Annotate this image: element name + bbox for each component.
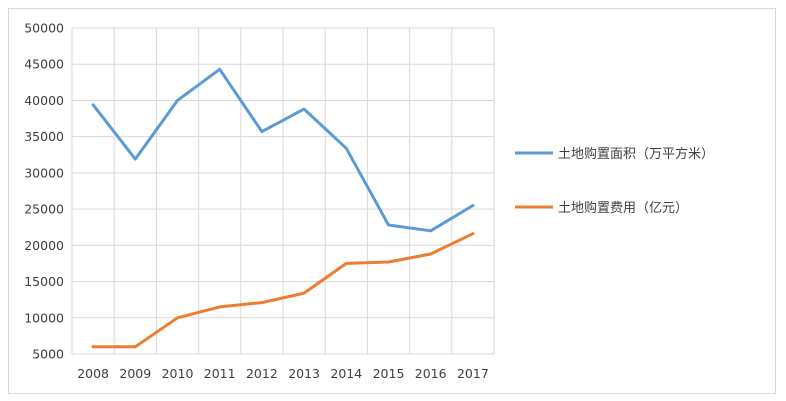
x-tick-label: 2014 — [330, 366, 362, 381]
x-tick-label: 2012 — [246, 366, 278, 381]
y-tick-label: 45000 — [24, 57, 64, 72]
legend: 土地购置面积（万平方米） 土地购置费用（亿元） — [515, 146, 714, 216]
series-lines — [91, 67, 475, 349]
y-tick-label: 15000 — [24, 274, 64, 289]
y-axis-tick-labels: 5000 10000 15000 20000 25000 30000 35000 40000 4… — [24, 21, 64, 362]
y-tick-label: 30000 — [24, 165, 64, 180]
y-tick-label: 20000 — [24, 238, 64, 253]
y-tick-label: 25000 — [24, 202, 64, 217]
x-tick-label: 2009 — [119, 366, 151, 381]
gridlines — [71, 27, 495, 355]
y-tick-label: 50000 — [24, 21, 64, 36]
y-tick-label: 40000 — [24, 93, 64, 108]
x-tick-label: 2010 — [162, 366, 194, 381]
x-tick-label: 2008 — [77, 366, 109, 381]
chart-frame — [8, 8, 776, 394]
x-tick-label: 2016 — [415, 366, 447, 381]
legend-label-1: 土地购置面积（万平方米） — [558, 146, 714, 162]
series-line-2 — [91, 232, 475, 349]
series-line-1 — [91, 67, 475, 233]
y-tick-label: 10000 — [24, 310, 64, 325]
x-tick-label: 2013 — [288, 366, 320, 381]
x-tick-label: 2011 — [204, 366, 236, 381]
legend-label-2: 土地购置费用（亿元） — [558, 200, 688, 216]
y-tick-label: 35000 — [24, 129, 64, 144]
y-tick-label: 5000 — [32, 347, 64, 362]
x-axis-tick-labels: 2008 2009 2010 2011 2012 2013 2014 2015 2016 2017 — [77, 366, 489, 381]
x-tick-label: 2015 — [373, 366, 405, 381]
x-tick-label: 2017 — [457, 366, 489, 381]
